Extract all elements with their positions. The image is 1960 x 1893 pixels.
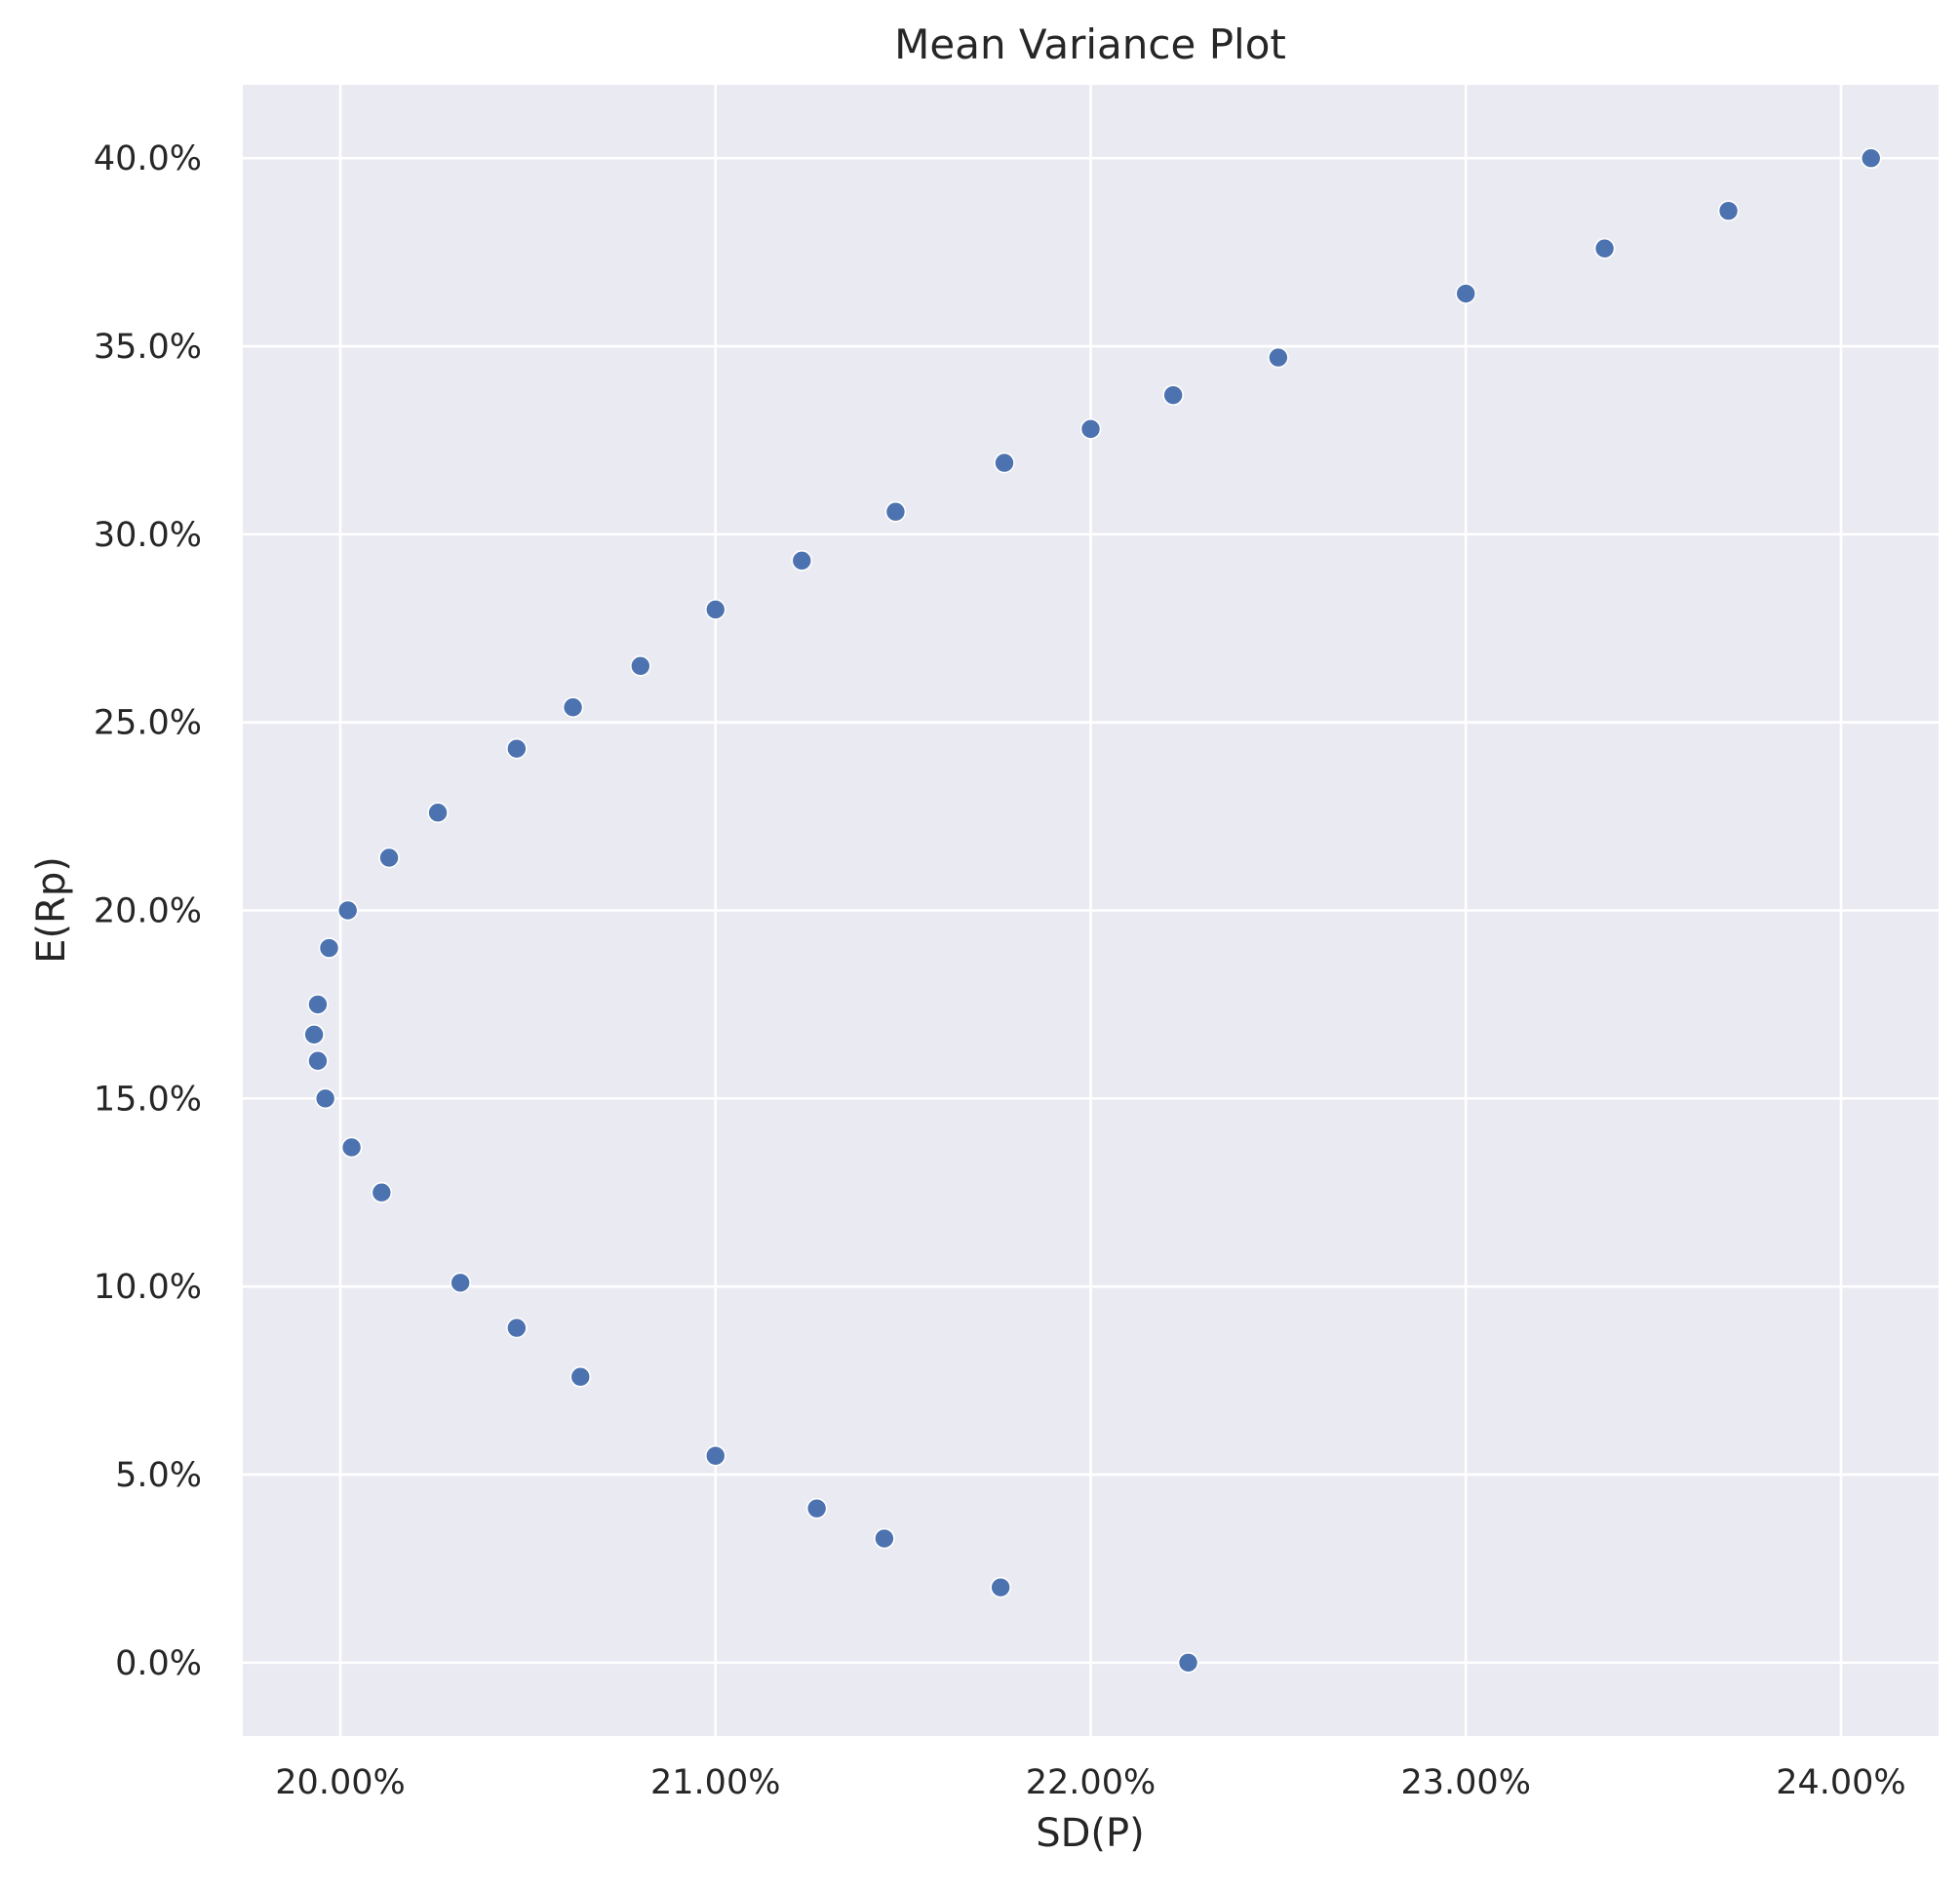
scatter-point xyxy=(1593,237,1616,259)
scatter-point xyxy=(569,1365,592,1388)
y-tick-label: 25.0% xyxy=(94,704,202,743)
y-tick-label: 40.0% xyxy=(94,139,202,178)
y-axis-label: E(Rp) xyxy=(29,856,74,964)
y-tick-label: 5.0% xyxy=(115,1456,202,1495)
x-tick-label: 23.00% xyxy=(1401,1763,1531,1802)
scatter-point xyxy=(704,1444,726,1467)
scatter-point xyxy=(1717,200,1740,221)
y-tick-label: 0.0% xyxy=(115,1644,202,1683)
scatter-point xyxy=(307,994,329,1015)
scatter-point xyxy=(1455,283,1477,304)
scatter-point xyxy=(805,1497,828,1519)
scatter-point xyxy=(630,655,651,677)
y-tick-label: 35.0% xyxy=(94,328,202,367)
scatter-point xyxy=(303,1023,325,1045)
x-axis-label: SD(P) xyxy=(1036,1811,1145,1856)
scatter-point xyxy=(1177,1651,1199,1674)
x-tick-labels: 20.00% 21.00% 22.00% 23.00% 24.00% xyxy=(275,1763,1905,1802)
scatter-points xyxy=(303,147,1882,1674)
scatter-point xyxy=(318,937,340,959)
scatter-point xyxy=(791,550,813,572)
scatter-point xyxy=(340,1136,363,1159)
scatter-point xyxy=(1079,418,1102,440)
y-tick-label: 30.0% xyxy=(94,516,202,555)
scatter-point xyxy=(1860,147,1882,170)
x-tick-label: 20.00% xyxy=(275,1763,405,1802)
y-tick-label: 20.0% xyxy=(94,892,202,931)
chart-title: Mean Variance Plot xyxy=(894,20,1286,68)
scatter-point xyxy=(884,500,907,523)
x-tick-label: 22.00% xyxy=(1026,1763,1156,1802)
scatter-point xyxy=(371,1181,393,1203)
scatter-point xyxy=(994,452,1015,474)
x-tick-label: 21.00% xyxy=(650,1763,780,1802)
y-tick-label: 10.0% xyxy=(94,1268,202,1307)
scatter-point xyxy=(990,1576,1011,1598)
scatter-point xyxy=(506,737,528,760)
y-tick-label: 15.0% xyxy=(94,1080,202,1119)
scatter-point xyxy=(314,1087,336,1110)
x-tick-label: 24.00% xyxy=(1776,1763,1905,1802)
scatter-point xyxy=(562,696,584,719)
scatter-point xyxy=(874,1527,895,1550)
scatter-point xyxy=(427,802,449,824)
y-tick-labels: 0.0% 5.0% 10.0% 15.0% 20.0% 25.0% 30.0% 35.0% 40… xyxy=(94,139,202,1683)
scatter-point xyxy=(307,1049,329,1072)
scatter-point xyxy=(704,599,726,620)
scatter-point xyxy=(450,1272,471,1294)
scatter-point xyxy=(1162,384,1184,406)
scatter-point xyxy=(506,1317,528,1339)
scatter-point xyxy=(336,899,359,922)
y-gridlines xyxy=(243,156,1939,1665)
scatter-point xyxy=(1268,346,1289,369)
scatter-point xyxy=(378,847,400,869)
